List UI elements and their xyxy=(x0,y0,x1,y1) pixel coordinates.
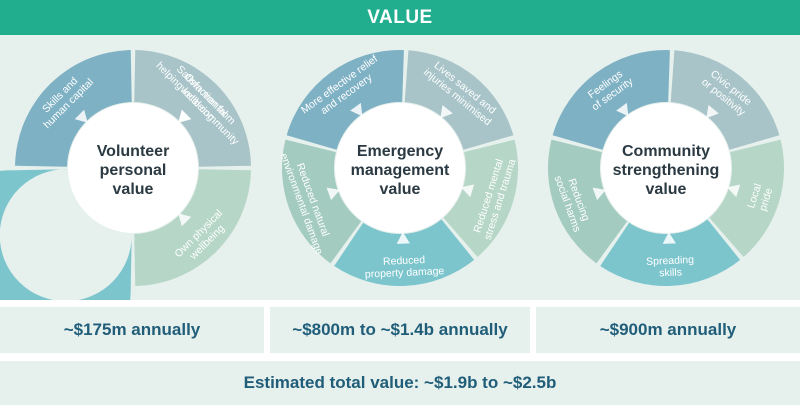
wheel-segment xyxy=(281,139,362,264)
pointer-icon xyxy=(727,184,741,198)
wheel-segment xyxy=(134,50,251,167)
wheel-segment xyxy=(404,50,514,150)
wheel-segment xyxy=(0,169,132,300)
wheel-segment xyxy=(552,50,670,150)
pointer-icon xyxy=(178,213,192,227)
value-emergency-management: ~$800m to ~$1.4b annually xyxy=(270,307,530,353)
wheel-center xyxy=(601,103,731,233)
pointer-icon xyxy=(662,231,676,244)
total-value: Estimated total value: ~$1.9b to ~$2.5b xyxy=(243,373,557,392)
wheel-segment xyxy=(709,139,784,257)
wheel-segment xyxy=(334,219,475,286)
wheel-segment xyxy=(15,50,132,167)
divider xyxy=(0,300,800,307)
pointer-icon xyxy=(326,187,340,201)
wheel-segment xyxy=(670,50,780,150)
pointer-icon xyxy=(74,109,88,123)
wheel-segment xyxy=(134,169,251,286)
value-community-strengthening: ~$900m annually xyxy=(536,307,800,353)
wheel-segment xyxy=(547,139,628,264)
wheel-center xyxy=(68,103,198,233)
value-volunteer-personal: ~$175m annually xyxy=(0,307,264,353)
pointer-icon xyxy=(706,104,719,119)
section-title: VALUE xyxy=(0,0,800,35)
wheel-community: Feelingsof security Civic prideor positiv… xyxy=(547,50,784,286)
segment-label: Spreadingskills xyxy=(646,254,695,280)
wheel-title: Volunteer personal value xyxy=(97,143,170,198)
wheel-title: Emergency management value xyxy=(351,143,450,198)
wheel-segment xyxy=(286,50,404,150)
wheel-title: Community strengthening value xyxy=(613,143,720,198)
wheel-center xyxy=(335,103,465,233)
divider xyxy=(530,307,536,353)
wheel-volunteer: Skills andhuman capital Satisfaction from… xyxy=(0,50,251,300)
value-wheels: Skills andhuman capital Satisfaction from… xyxy=(0,50,784,300)
pointer-icon xyxy=(592,187,606,201)
divider xyxy=(264,307,270,353)
pointer-icon xyxy=(461,184,475,198)
pointer-icon xyxy=(440,104,453,119)
segment-label: Reducedproperty damage xyxy=(364,253,445,280)
wheel-emergency: More effective reliefand recovery Lives s… xyxy=(277,50,519,286)
pointer-icon xyxy=(350,102,363,117)
pointer-icon xyxy=(396,231,410,244)
wheel-segment xyxy=(443,139,518,257)
pointer-icon xyxy=(616,102,629,117)
divider xyxy=(0,353,800,361)
pointer-icon xyxy=(178,109,192,123)
wheel-segment xyxy=(600,219,741,286)
